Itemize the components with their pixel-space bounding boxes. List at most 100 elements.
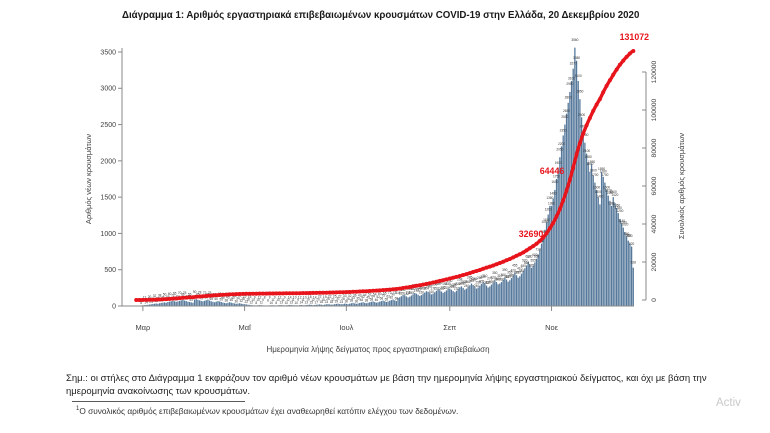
svg-text:10: 10: [295, 301, 299, 305]
svg-text:2000: 2000: [100, 158, 116, 165]
svg-text:525: 525: [529, 263, 535, 267]
svg-text:240: 240: [464, 284, 470, 288]
bars-group: [135, 47, 634, 307]
svg-text:80000: 80000: [651, 138, 658, 157]
svg-text:48: 48: [360, 298, 364, 302]
svg-text:28: 28: [341, 297, 345, 301]
svg-text:1980: 1980: [585, 155, 592, 159]
svg-text:1380: 1380: [548, 201, 555, 205]
svg-text:195: 195: [442, 282, 448, 286]
svg-text:2950: 2950: [566, 82, 573, 86]
chart-title: Διάγραμμα 1: Αριθμός εργαστηριακά επιβεβ…: [122, 10, 640, 21]
svg-text:14: 14: [313, 295, 317, 299]
svg-text:305: 305: [479, 279, 485, 283]
svg-text:12: 12: [298, 295, 302, 299]
svg-text:225: 225: [462, 280, 468, 284]
svg-text:8: 8: [255, 301, 257, 305]
svg-text:60: 60: [215, 297, 219, 301]
svg-text:1450: 1450: [606, 191, 613, 195]
svg-text:38: 38: [225, 299, 229, 303]
svg-text:11: 11: [301, 298, 305, 302]
svg-text:40000: 40000: [651, 214, 658, 233]
svg-text:420: 420: [511, 268, 517, 272]
svg-text:1420: 1420: [611, 193, 618, 197]
svg-text:Μαΐ: Μαΐ: [238, 323, 251, 332]
svg-text:265: 265: [472, 277, 478, 281]
svg-text:528: 528: [631, 261, 637, 265]
svg-text:64: 64: [176, 294, 180, 298]
svg-text:250: 250: [460, 281, 466, 285]
svg-text:1900: 1900: [555, 161, 562, 165]
svg-text:60: 60: [168, 292, 172, 296]
svg-text:230: 230: [435, 282, 441, 286]
milestone-label: 32690: [519, 229, 544, 239]
svg-text:72: 72: [388, 291, 392, 295]
x-axis-title: Ημερομηνία λήψης δείγματος προς εργαστηρ…: [266, 345, 489, 354]
svg-text:75: 75: [208, 291, 212, 295]
svg-text:235: 235: [455, 282, 461, 286]
svg-text:26: 26: [326, 297, 330, 301]
svg-text:24: 24: [149, 300, 153, 304]
svg-text:255: 255: [485, 280, 491, 284]
svg-text:9: 9: [254, 296, 256, 300]
svg-text:240: 240: [447, 279, 453, 283]
svg-text:560: 560: [524, 261, 530, 265]
svg-text:19: 19: [323, 295, 327, 299]
svg-text:20000: 20000: [651, 252, 658, 271]
svg-text:13: 13: [280, 301, 284, 305]
svg-text:210: 210: [454, 286, 460, 290]
svg-text:3380: 3380: [573, 56, 580, 60]
watermark-text: Activ: [716, 397, 741, 409]
svg-text:70: 70: [178, 291, 182, 295]
svg-text:2350: 2350: [560, 128, 567, 132]
svg-text:1050: 1050: [541, 220, 548, 224]
svg-text:1480: 1480: [550, 192, 557, 196]
svg-text:350: 350: [492, 271, 498, 275]
svg-text:1260: 1260: [545, 208, 552, 212]
svg-text:172: 172: [430, 286, 436, 290]
svg-text:235: 235: [445, 282, 451, 286]
svg-text:17: 17: [315, 300, 319, 304]
svg-text:330: 330: [499, 278, 505, 282]
svg-text:14: 14: [300, 301, 304, 305]
svg-text:282: 282: [484, 281, 490, 285]
x-axis: Μαρ Μαΐ Ιουλ Σεπ Νοε Ημερομηνία λήψης δείγματ…: [122, 305, 634, 354]
svg-text:1200: 1200: [616, 209, 623, 213]
svg-text:1500: 1500: [595, 190, 602, 194]
svg-text:1800: 1800: [590, 168, 597, 172]
svg-text:12: 12: [258, 295, 262, 299]
svg-text:82: 82: [390, 296, 394, 300]
svg-text:10: 10: [276, 298, 280, 302]
svg-text:610: 610: [526, 255, 532, 259]
svg-text:28: 28: [241, 297, 245, 301]
svg-text:9: 9: [269, 296, 271, 300]
svg-text:12: 12: [143, 295, 147, 299]
svg-text:68: 68: [395, 297, 399, 301]
svg-text:118: 118: [406, 290, 411, 294]
svg-text:30: 30: [355, 299, 359, 303]
svg-text:65: 65: [173, 292, 177, 296]
svg-text:100000: 100000: [651, 98, 658, 121]
svg-text:12: 12: [250, 301, 254, 305]
svg-text:2600: 2600: [578, 113, 585, 117]
svg-text:178: 178: [427, 283, 433, 287]
svg-text:9: 9: [262, 298, 264, 302]
svg-text:950: 950: [541, 230, 547, 234]
svg-text:120000: 120000: [651, 60, 658, 83]
svg-text:50: 50: [163, 293, 167, 297]
svg-text:280: 280: [477, 276, 483, 280]
svg-text:900: 900: [626, 234, 632, 238]
svg-text:90: 90: [193, 290, 197, 294]
svg-text:52: 52: [368, 293, 372, 297]
svg-text:13: 13: [290, 301, 294, 305]
bar-labels-group: 8101214172024283235303842465045556066726…: [140, 38, 636, 305]
svg-text:290: 290: [470, 278, 476, 282]
svg-text:43: 43: [351, 296, 355, 300]
svg-text:445: 445: [519, 269, 525, 273]
svg-text:3500: 3500: [100, 49, 116, 56]
annotations-group: 32690 64446 131072: [519, 32, 649, 239]
svg-text:1700: 1700: [591, 173, 598, 177]
svg-text:1520: 1520: [605, 189, 612, 193]
svg-text:55: 55: [188, 292, 192, 296]
svg-text:64: 64: [371, 294, 375, 298]
